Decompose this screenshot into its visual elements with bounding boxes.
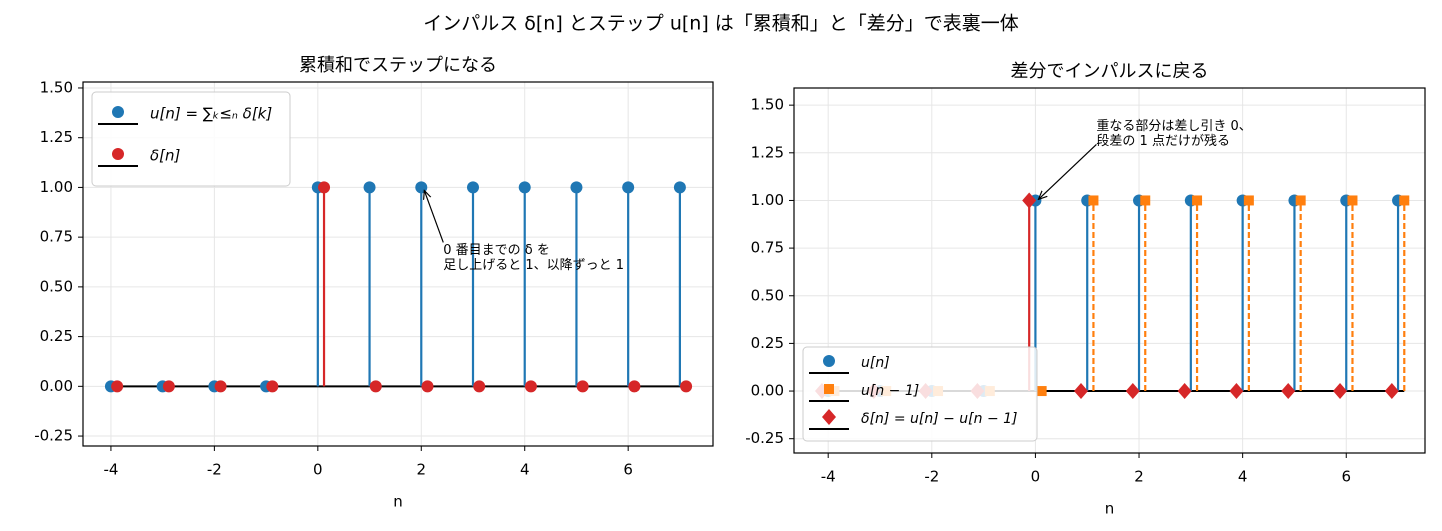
y-tick-label: 1.00 bbox=[751, 191, 784, 209]
x-axis-label: n bbox=[393, 493, 403, 511]
marker bbox=[1125, 383, 1140, 400]
marker bbox=[628, 380, 641, 393]
marker bbox=[1347, 195, 1358, 206]
x-axis-label: n bbox=[1105, 500, 1115, 518]
marker bbox=[318, 181, 331, 194]
x-tick-label: -4 bbox=[821, 468, 836, 486]
marker bbox=[1399, 195, 1410, 206]
y-tick-label: 0.25 bbox=[40, 327, 73, 345]
x-tick-label: 0 bbox=[1031, 468, 1041, 486]
marker bbox=[473, 380, 486, 393]
x-tick-label: 4 bbox=[520, 461, 530, 479]
marker bbox=[518, 181, 531, 194]
marker bbox=[1088, 195, 1099, 206]
marker bbox=[112, 148, 124, 160]
marker bbox=[1022, 192, 1037, 209]
marker bbox=[823, 355, 835, 367]
y-tick-label: 0.00 bbox=[40, 377, 73, 395]
y-tick-label: 0.25 bbox=[751, 334, 784, 352]
y-tick-label: 1.50 bbox=[40, 78, 73, 96]
x-tick-label: -2 bbox=[924, 468, 939, 486]
y-tick-label: 1.25 bbox=[40, 128, 73, 146]
marker bbox=[112, 106, 124, 118]
marker bbox=[1074, 383, 1089, 400]
annotation-arrow bbox=[424, 190, 444, 243]
marker bbox=[1295, 195, 1306, 206]
y-tick-label: 0.75 bbox=[751, 239, 784, 257]
marker bbox=[421, 380, 434, 393]
marker bbox=[1384, 383, 1399, 400]
legend-box bbox=[802, 346, 1038, 442]
marker bbox=[622, 181, 635, 194]
y-tick-label: -0.25 bbox=[34, 427, 73, 445]
marker bbox=[1229, 383, 1244, 400]
y-tick-label: 0.50 bbox=[40, 277, 73, 295]
subplot-title: 累積和でステップになる bbox=[299, 55, 497, 76]
x-tick-label: -2 bbox=[207, 461, 222, 479]
annotation-text: 足し上げると 1、以降ずっと 1 bbox=[443, 258, 624, 273]
annotation-text: 重なる部分は差し引き 0、 bbox=[1096, 118, 1251, 134]
plot-frame bbox=[82, 81, 714, 447]
marker bbox=[1281, 383, 1296, 400]
marker bbox=[570, 181, 583, 194]
annotation-text: 段差の 1 点だけが残る bbox=[1096, 134, 1230, 149]
marker bbox=[680, 380, 693, 393]
y-tick-label: 0.50 bbox=[751, 286, 784, 304]
figure-title: インパルス δ[n] とステップ u[n] は「累積和」と「差分」で表裏一体 bbox=[423, 13, 1019, 35]
y-tick-label: -0.25 bbox=[745, 429, 784, 447]
marker bbox=[1140, 195, 1151, 206]
legend-label: δ[n] bbox=[150, 147, 181, 165]
marker bbox=[369, 380, 382, 393]
y-tick-label: 1.25 bbox=[751, 143, 784, 161]
legend-label: u[n] bbox=[861, 355, 890, 371]
legend-label: u[n − 1] bbox=[861, 383, 919, 399]
y-tick-label: 0.00 bbox=[751, 382, 784, 400]
marker bbox=[266, 380, 279, 393]
x-tick-label: 2 bbox=[417, 461, 427, 479]
x-tick-label: 4 bbox=[1238, 468, 1248, 486]
marker bbox=[162, 380, 175, 393]
annotation-arrow bbox=[1038, 144, 1097, 199]
legend-box bbox=[91, 91, 291, 187]
marker bbox=[1243, 195, 1254, 206]
marker bbox=[363, 181, 376, 194]
plot-frame bbox=[793, 87, 1426, 454]
legend-label: u[n] = ∑ₖ≤ₙ δ[k] bbox=[150, 105, 272, 123]
marker bbox=[111, 380, 124, 393]
legend-label: δ[n] = u[n] − u[n − 1] bbox=[861, 411, 1018, 427]
marker bbox=[1036, 386, 1047, 397]
x-tick-label: 2 bbox=[1134, 468, 1144, 486]
marker bbox=[822, 409, 836, 425]
marker bbox=[415, 181, 428, 194]
y-tick-label: 1.00 bbox=[40, 178, 73, 196]
marker bbox=[1333, 383, 1348, 400]
marker bbox=[524, 380, 537, 393]
marker bbox=[214, 380, 227, 393]
x-tick-label: 0 bbox=[313, 461, 323, 479]
marker bbox=[576, 380, 589, 393]
x-tick-label: 6 bbox=[623, 461, 633, 479]
annotation-text: 0 番目までの δ を bbox=[443, 243, 550, 258]
marker bbox=[467, 181, 479, 194]
marker bbox=[673, 181, 686, 194]
y-tick-label: 1.50 bbox=[751, 96, 784, 114]
x-tick-label: -4 bbox=[103, 461, 118, 479]
marker bbox=[1177, 383, 1192, 400]
y-tick-label: 0.75 bbox=[40, 228, 73, 246]
subplot-title: 差分でインパルスに戻る bbox=[1011, 61, 1209, 82]
marker bbox=[824, 384, 834, 394]
x-tick-label: 6 bbox=[1341, 468, 1351, 486]
marker bbox=[1192, 195, 1203, 206]
